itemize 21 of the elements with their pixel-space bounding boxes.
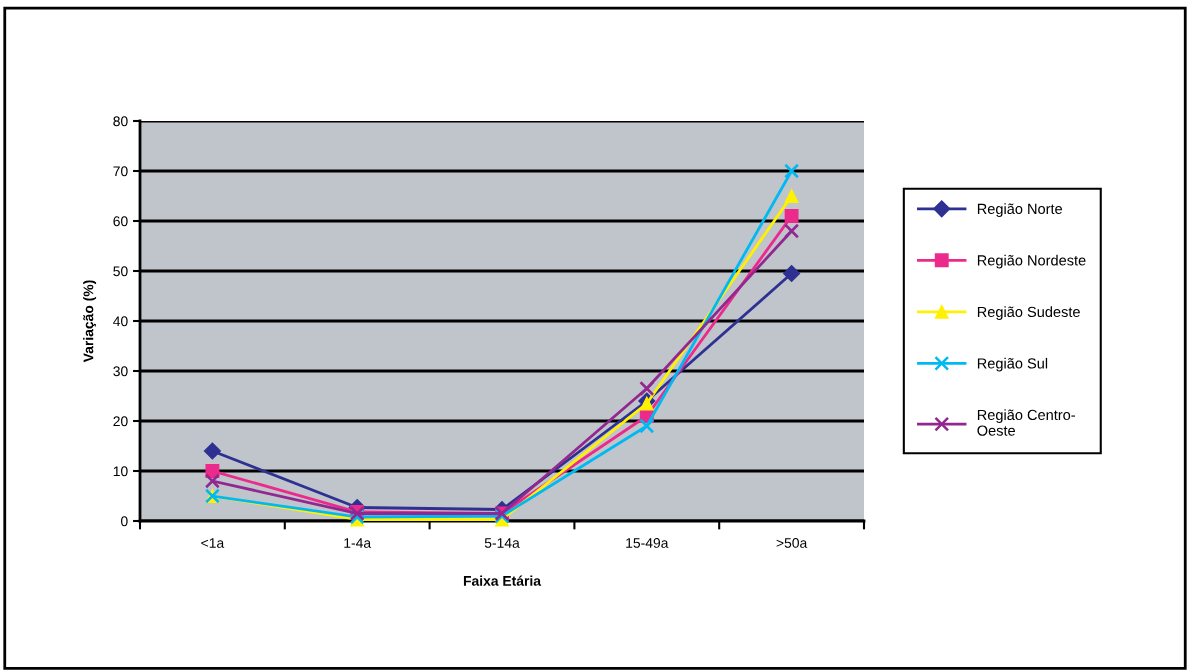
x-tick-label: 15-49a — [626, 538, 669, 548]
y-tick-label: 60 — [113, 216, 128, 227]
x-tick-label: >50a — [776, 538, 808, 548]
x-axis-title: Faixa Etária — [463, 575, 542, 586]
x-tick-label: 1-4a — [344, 538, 372, 548]
y-tick-label: 70 — [113, 166, 128, 177]
y-tick-label: 20 — [113, 416, 128, 427]
legend-label: Região Sudeste — [977, 306, 1080, 320]
y-tick-label: 30 — [113, 366, 128, 377]
y-tick-label: 10 — [113, 466, 128, 477]
y-tick-label: 50 — [113, 266, 128, 277]
y-tick-label: 40 — [113, 316, 128, 327]
legend-label: Região Nordeste — [977, 254, 1086, 269]
legend-label: Região Centro- Oeste — [977, 409, 1075, 436]
legend-label: Região Sul — [977, 357, 1048, 372]
legend-label: Região Norte — [977, 203, 1063, 217]
y-tick-label: 80 — [113, 116, 128, 127]
y-tick-label: 0 — [121, 516, 128, 527]
y-axis-title: Variação (%) — [83, 280, 97, 363]
x-tick-label: <1a — [201, 538, 225, 548]
x-tick-label: 5-14a — [484, 538, 520, 548]
